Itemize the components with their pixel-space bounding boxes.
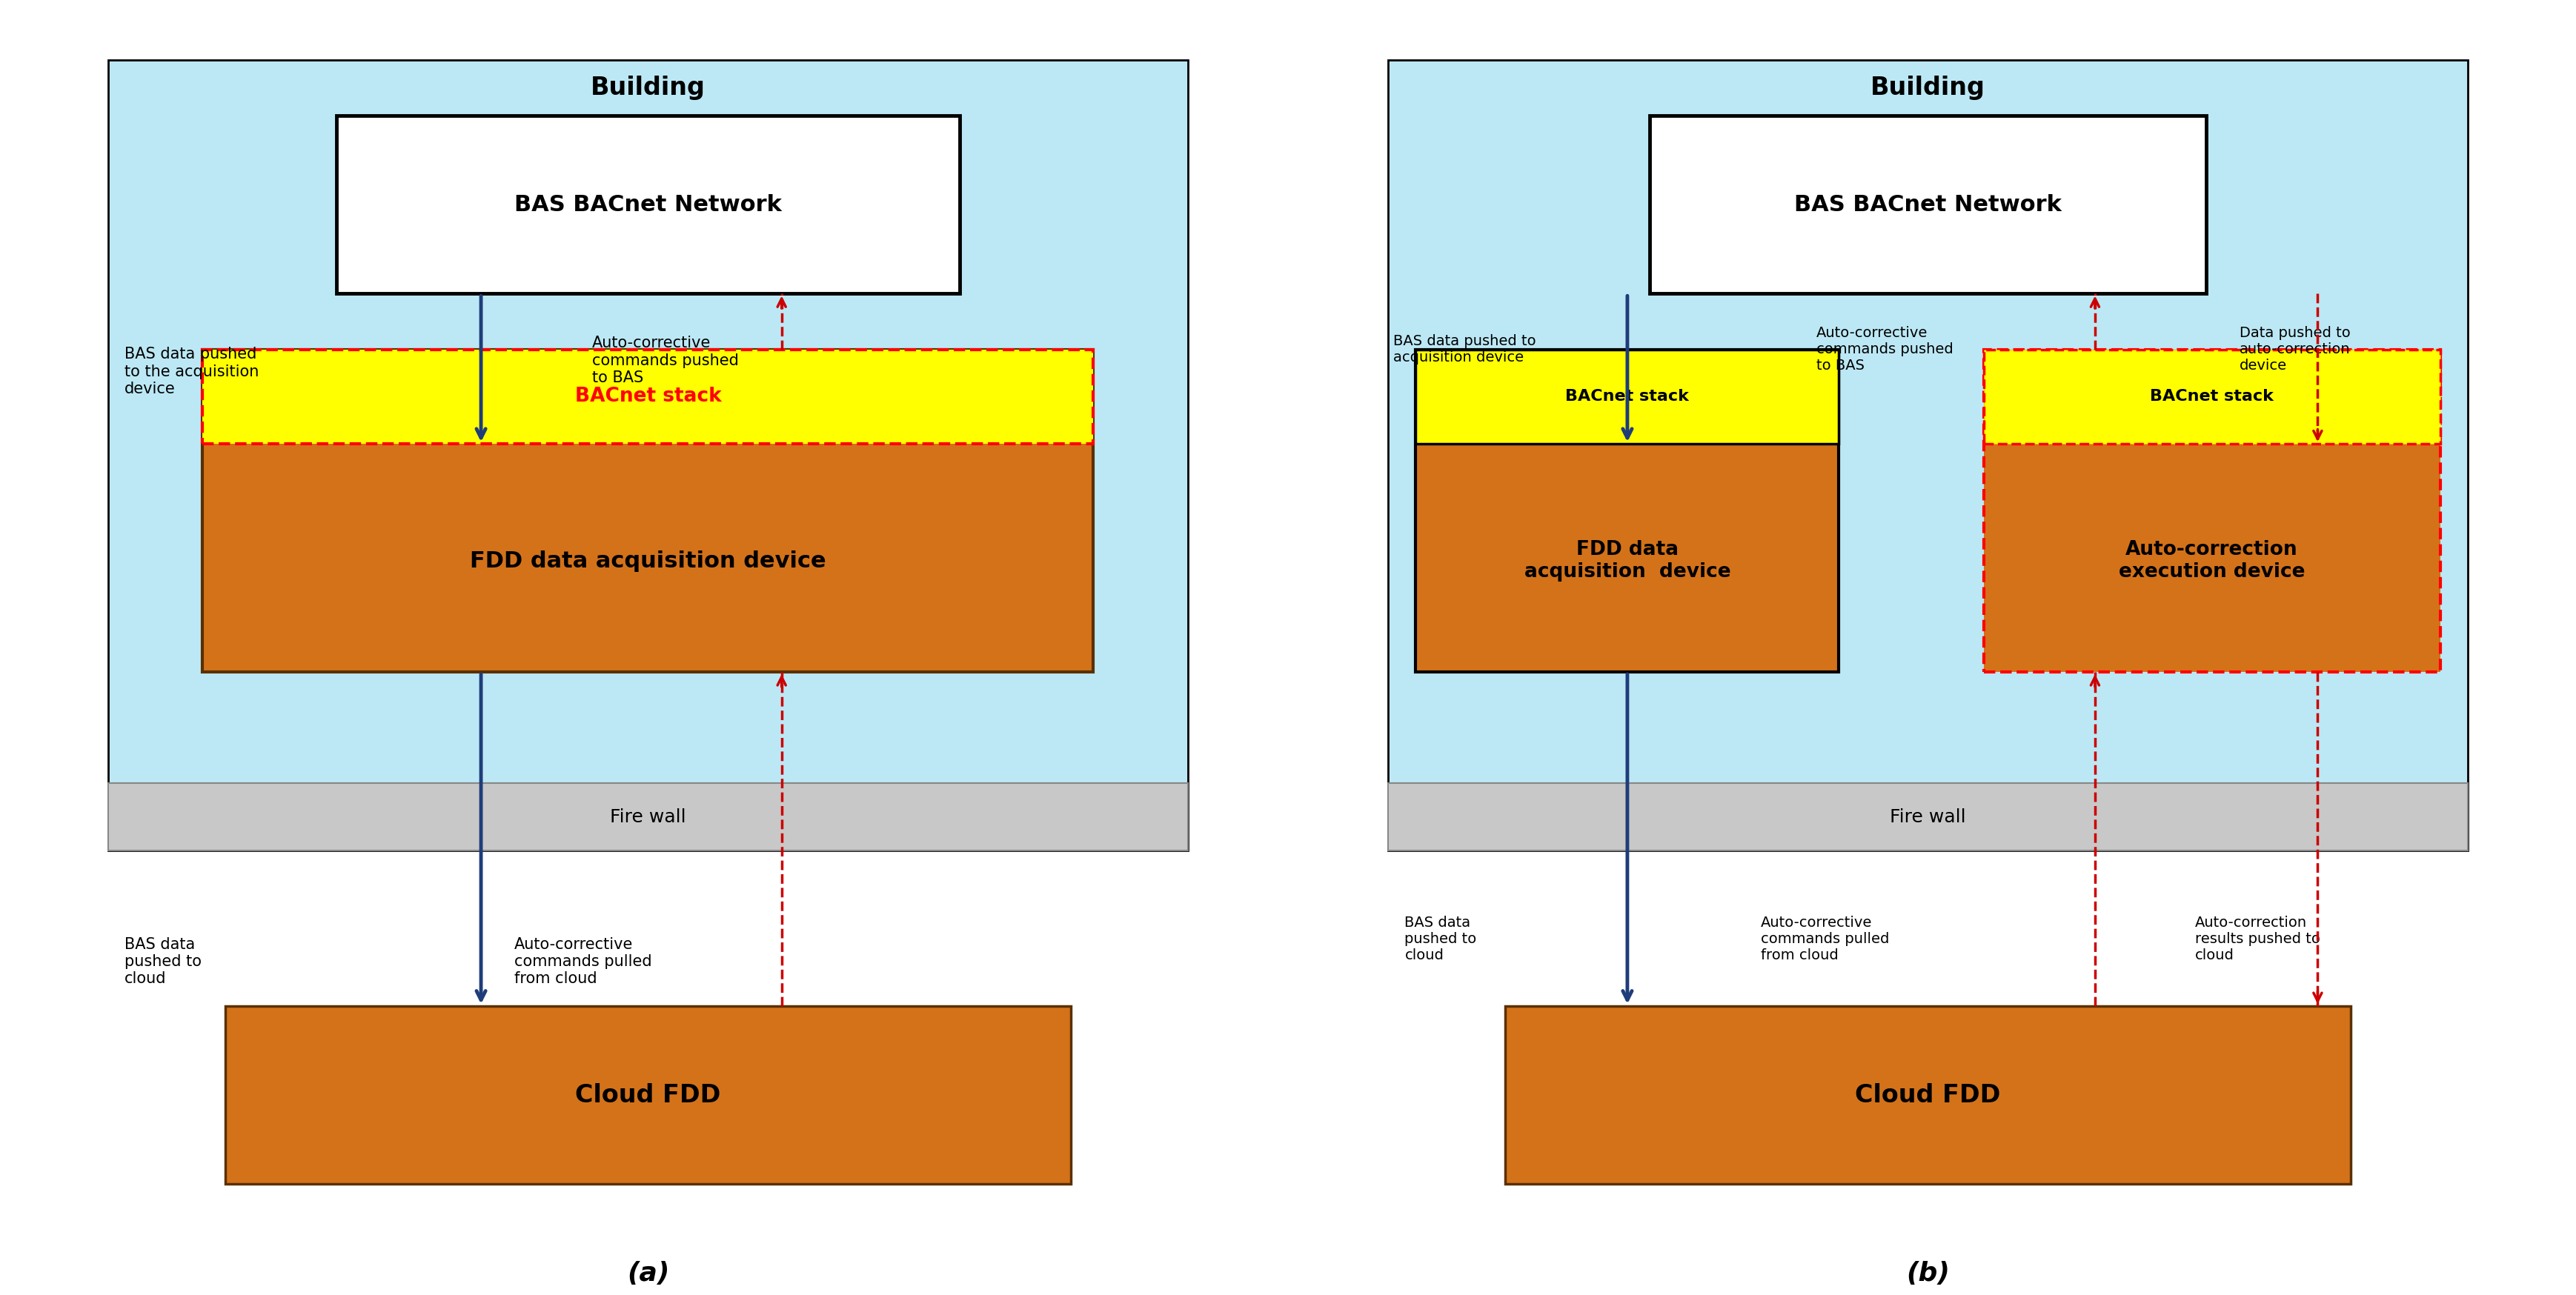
- Text: BACnet stack: BACnet stack: [574, 386, 721, 405]
- Bar: [108, 783, 1188, 851]
- FancyBboxPatch shape: [1649, 115, 2205, 294]
- Text: BAS data
pushed to
cloud: BAS data pushed to cloud: [124, 936, 201, 985]
- FancyBboxPatch shape: [1984, 350, 2439, 672]
- Bar: [108, 60, 1188, 851]
- Text: Data pushed to
auto-correction
device: Data pushed to auto-correction device: [2239, 326, 2352, 373]
- FancyBboxPatch shape: [204, 350, 1092, 444]
- FancyBboxPatch shape: [1417, 350, 1839, 444]
- Text: Cloud FDD: Cloud FDD: [574, 1083, 721, 1107]
- FancyBboxPatch shape: [1504, 1006, 2352, 1184]
- Text: (b): (b): [1906, 1260, 1950, 1286]
- Bar: [1388, 60, 2468, 851]
- Text: Auto-corrective
commands pushed
to BAS: Auto-corrective commands pushed to BAS: [1816, 326, 1953, 373]
- Text: Auto-corrective
commands pulled
from cloud: Auto-corrective commands pulled from clo…: [515, 936, 652, 985]
- Text: Building: Building: [590, 75, 706, 100]
- Text: Auto-corrective
commands pushed
to BAS: Auto-corrective commands pushed to BAS: [592, 335, 739, 385]
- Text: Fire wall: Fire wall: [611, 808, 685, 826]
- Text: Building: Building: [1870, 75, 1986, 100]
- Text: Auto-correction
execution device: Auto-correction execution device: [2117, 540, 2306, 581]
- Text: BAS data pushed to
acquisition device: BAS data pushed to acquisition device: [1394, 334, 1535, 364]
- FancyBboxPatch shape: [204, 350, 1092, 672]
- Text: FDD data
acquisition  device: FDD data acquisition device: [1525, 540, 1731, 581]
- Text: BACnet stack: BACnet stack: [2151, 388, 2275, 404]
- FancyBboxPatch shape: [1984, 350, 2439, 444]
- Text: Auto-corrective
commands pulled
from cloud: Auto-corrective commands pulled from clo…: [1762, 916, 1888, 962]
- FancyBboxPatch shape: [224, 1006, 1072, 1184]
- Text: BAS BACnet Network: BAS BACnet Network: [1795, 194, 2061, 215]
- Text: Cloud FDD: Cloud FDD: [1855, 1083, 2002, 1107]
- FancyBboxPatch shape: [1417, 350, 1839, 672]
- Text: FDD data acquisition device: FDD data acquisition device: [469, 550, 827, 571]
- Text: BAS BACnet Network: BAS BACnet Network: [515, 194, 781, 215]
- Text: Fire wall: Fire wall: [1891, 808, 1965, 826]
- Text: Auto-correction
results pushed to
cloud: Auto-correction results pushed to cloud: [2195, 916, 2321, 962]
- Text: BAS data
pushed to
cloud: BAS data pushed to cloud: [1404, 916, 1476, 962]
- Text: BAS data pushed
to the acquisition
device: BAS data pushed to the acquisition devic…: [124, 347, 260, 396]
- Text: (a): (a): [626, 1260, 670, 1286]
- Bar: [1388, 783, 2468, 851]
- Text: BACnet stack: BACnet stack: [1566, 388, 1690, 404]
- FancyBboxPatch shape: [337, 115, 961, 294]
